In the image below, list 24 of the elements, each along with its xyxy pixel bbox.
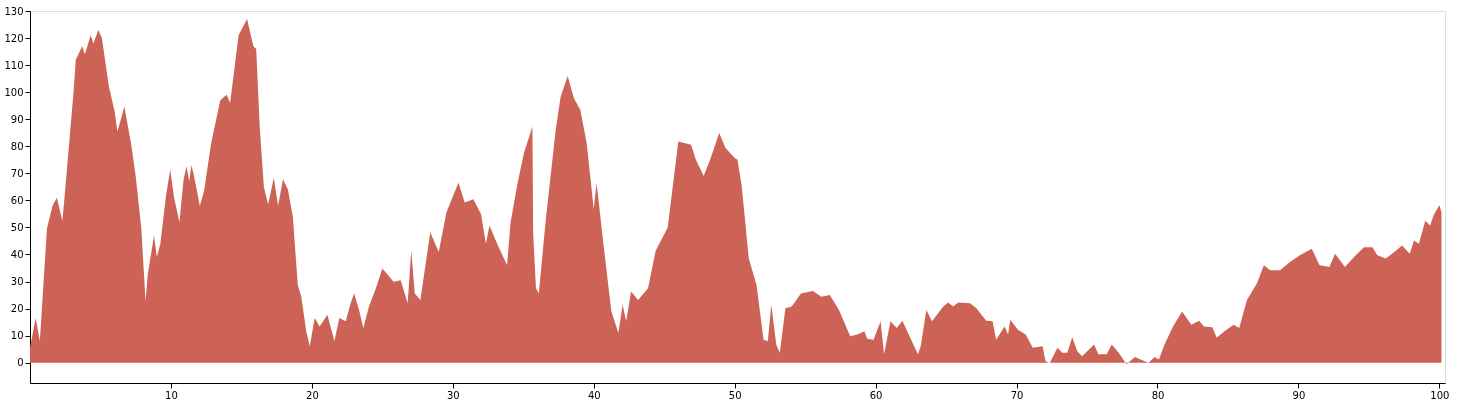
y-tick-label: 80 — [10, 140, 24, 152]
x-tick-label: 30 — [446, 389, 460, 401]
x-tick-label: 40 — [587, 389, 601, 401]
y-tick-label: 0 — [17, 357, 24, 369]
y-tick-label: 40 — [10, 248, 24, 260]
y-tick-label: 10 — [10, 330, 24, 342]
x-tick-label: 90 — [1292, 389, 1306, 401]
y-tick-label: 50 — [10, 221, 24, 233]
x-tick-label: 20 — [306, 389, 319, 401]
x-tick-label: 50 — [728, 389, 742, 401]
y-tick-label: 110 — [4, 59, 24, 71]
x-tick-label: 10 — [165, 389, 178, 401]
y-tick-label: 30 — [10, 276, 24, 288]
x-tick-label: 80 — [1151, 389, 1165, 401]
x-tick-label: 60 — [869, 389, 883, 401]
y-tick-label: 90 — [10, 113, 24, 125]
y-tick-label: 20 — [10, 303, 24, 315]
y-tick-label: 60 — [10, 194, 24, 206]
x-tick-label: 70 — [1010, 389, 1024, 401]
y-tick-label: 130 — [4, 5, 24, 17]
y-tick-label: 100 — [4, 86, 24, 98]
y-tick-label: 70 — [10, 167, 24, 179]
y-tick-label: 120 — [4, 32, 24, 44]
x-tick-label: 100 — [1430, 389, 1450, 401]
